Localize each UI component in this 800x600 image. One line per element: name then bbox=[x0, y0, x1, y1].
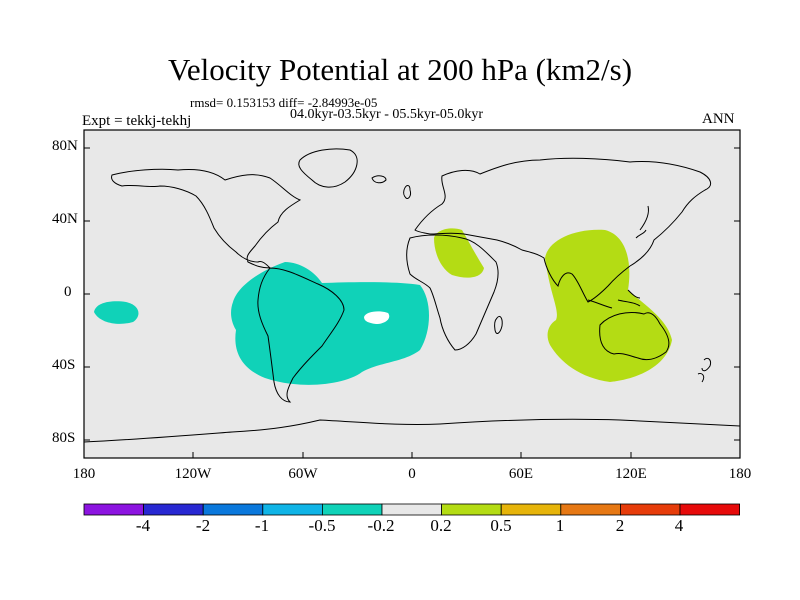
indian-ocean-australia-positive-anomaly bbox=[545, 229, 672, 382]
new-zealand-coast bbox=[697, 357, 711, 383]
colorbar-label: 0.5 bbox=[490, 516, 512, 535]
north-america-coast bbox=[111, 168, 302, 269]
colorbar-box bbox=[441, 503, 502, 516]
antarctica-coast bbox=[84, 418, 740, 443]
colorbar-box bbox=[143, 503, 204, 516]
x-tick-label: 60W bbox=[288, 466, 318, 482]
colorbar-label: -0.5 bbox=[308, 516, 336, 535]
x-tick-label: 0 bbox=[408, 466, 416, 482]
australia-coast bbox=[599, 311, 670, 361]
indonesia-coast bbox=[587, 289, 641, 309]
eurasia-coast bbox=[414, 157, 712, 303]
north-africa-positive-anomaly bbox=[434, 228, 484, 278]
colorbar-box bbox=[83, 503, 144, 516]
x-tick-label: 180 bbox=[72, 466, 96, 482]
colorbar-label: 2 bbox=[615, 516, 625, 535]
colorbar-box bbox=[381, 503, 442, 516]
colorbar-label: 0.2 bbox=[430, 516, 452, 535]
colorbar-label: -2 bbox=[195, 516, 211, 535]
colorbar-box bbox=[262, 503, 323, 516]
iceland-coast bbox=[371, 175, 387, 184]
japan-coast bbox=[635, 205, 649, 239]
x-tick-label: 120W bbox=[174, 466, 212, 482]
colorbar-label: -0.2 bbox=[367, 516, 395, 535]
season-label: ANN bbox=[702, 111, 735, 127]
colorbar-box bbox=[321, 503, 383, 516]
stats-line: rmsd= 0.153153 diff= -2.84993e-05 bbox=[190, 95, 378, 110]
greenland-coast bbox=[298, 148, 358, 188]
plot-title: Velocity Potential at 200 hPa (km2/s) bbox=[167, 52, 633, 87]
colorbar-box bbox=[679, 503, 740, 516]
y-tick-label: 80N bbox=[52, 138, 78, 154]
madagascar-coast bbox=[494, 315, 503, 334]
colorbar-label: 4 bbox=[674, 516, 684, 535]
colorbar-box bbox=[560, 503, 621, 516]
colorbar-box bbox=[202, 503, 264, 516]
y-tick-label: 40S bbox=[52, 357, 76, 373]
x-tick-label: 60E bbox=[508, 466, 534, 482]
uk-coast bbox=[403, 185, 411, 199]
y-tick-label: 40N bbox=[52, 211, 78, 227]
axis-ticks bbox=[83, 147, 741, 458]
colorbar-box bbox=[500, 503, 562, 516]
south-atlantic-gap bbox=[364, 311, 390, 324]
x-tick-label: 120E bbox=[615, 466, 647, 482]
y-tick-label: 0 bbox=[64, 284, 72, 300]
y-tick-label: 80S bbox=[52, 430, 76, 446]
south-america-atlantic-negative-anomaly bbox=[231, 262, 429, 385]
africa-coast bbox=[406, 234, 499, 351]
colorbar bbox=[83, 503, 740, 516]
colorbar-label: 1 bbox=[555, 516, 565, 535]
experiment-label: Expt = tekkj-tekhj bbox=[82, 113, 192, 129]
colorbar-label: -4 bbox=[135, 516, 151, 535]
period-line: 04.0kyr-03.5kyr - 05.5kyr-05.0kyr bbox=[290, 107, 484, 122]
south-america-coast bbox=[257, 267, 345, 403]
coastlines bbox=[84, 148, 740, 443]
x-tick-label: 180 bbox=[728, 466, 752, 482]
colorbar-box bbox=[620, 503, 681, 516]
central-pacific-negative-anomaly bbox=[94, 301, 139, 324]
colorbar-label: -1 bbox=[254, 516, 270, 535]
